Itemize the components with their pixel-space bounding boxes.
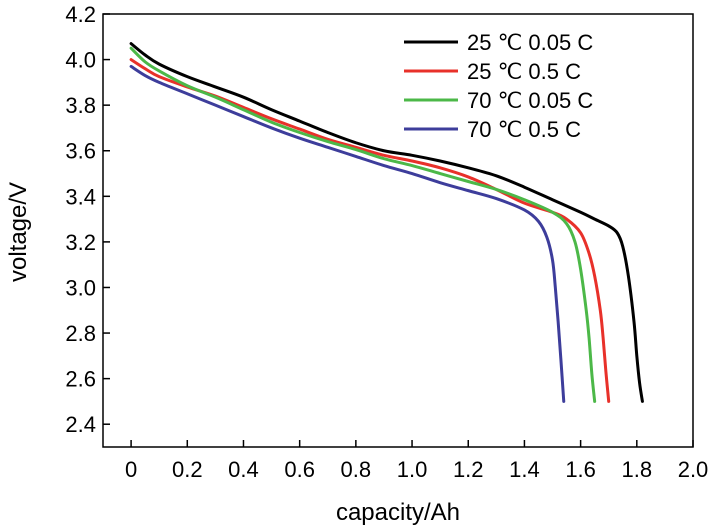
y-tick-label: 3.2 [65,230,96,255]
y-tick-label: 4.2 [65,2,96,27]
x-tick-label: 0.2 [172,457,203,482]
x-axis: 0 0.2 0.4 0.6 0.8 1.0 1.2 1.4 1.6 1.8 2.0 [125,440,708,482]
y-tick-label: 4.0 [65,48,96,73]
y-tick-label: 3.8 [65,93,96,118]
y-tick-label: 2.8 [65,321,96,346]
y-tick-label: 2.4 [65,412,96,437]
series-line-1 [129,42,644,403]
x-tick-label: 2.0 [678,457,709,482]
y-tick-label: 3.6 [65,139,96,164]
y-axis-title: voltage/V [5,182,32,282]
legend-label: 25 ℃ 0.5 C [467,59,581,84]
y-tick-label: 3.0 [65,275,96,300]
x-axis-title: capacity/Ah [336,499,460,526]
series-lines [129,42,644,403]
x-tick-label: 1.0 [397,457,428,482]
legend-label: 70 ℃ 0.5 C [467,117,581,142]
series-line-4 [129,64,566,403]
x-tick-label: 1.6 [565,457,596,482]
x-tick-label: 1.4 [509,457,540,482]
y-axis: 2.4 2.6 2.8 3.0 3.2 3.4 3.6 3.8 4.0 4.2 [65,2,110,437]
x-tick-label: 1.8 [622,457,653,482]
x-tick-label: 0.8 [341,457,372,482]
plot-frame [102,13,694,448]
x-tick-label: 0 [125,457,137,482]
y-tick-label: 2.6 [65,367,96,392]
x-tick-label: 0.6 [284,457,315,482]
x-tick-label: 0.4 [228,457,259,482]
legend: 25 ℃ 0.05 C 25 ℃ 0.5 C 70 ℃ 0.05 C 70 ℃ 0.5… [404,30,593,142]
x-tick-label: 1.2 [453,457,484,482]
legend-label: 25 ℃ 0.05 C [467,30,593,55]
y-tick-label: 3.4 [65,184,96,209]
series-line-3 [129,46,597,403]
legend-label: 70 ℃ 0.05 C [467,88,593,113]
